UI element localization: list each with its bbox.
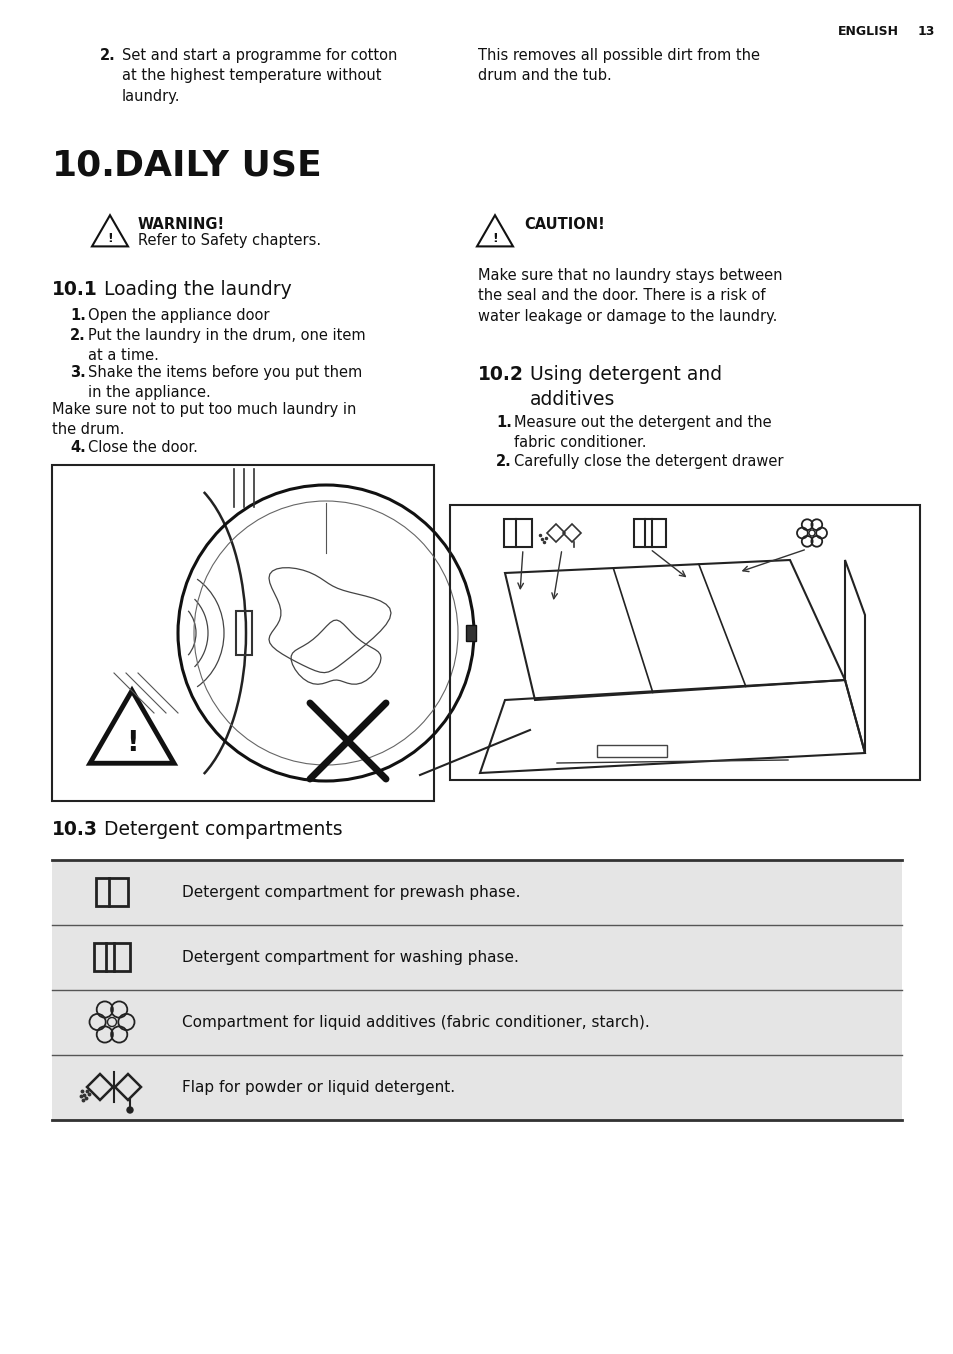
Text: WARNING!: WARNING! (138, 217, 225, 232)
Bar (94, 942, 130, 971)
Bar (52, 990, 901, 1055)
Text: CAUTION!: CAUTION! (523, 217, 604, 232)
Text: Detergent compartment for washing phase.: Detergent compartment for washing phase. (182, 951, 518, 965)
Text: 10.3: 10.3 (52, 821, 98, 839)
Text: Detergent compartments: Detergent compartments (104, 821, 342, 839)
Text: Set and start a programme for cotton
at the highest temperature without
laundry.: Set and start a programme for cotton at … (122, 47, 397, 104)
Text: Open the appliance door: Open the appliance door (88, 307, 269, 324)
Bar (503, 519, 532, 547)
Text: Compartment for liquid additives (fabric conditioner, starch).: Compartment for liquid additives (fabric… (182, 1016, 649, 1030)
Text: Measure out the detergent and the
fabric conditioner.: Measure out the detergent and the fabric… (514, 414, 771, 450)
Text: Close the door.: Close the door. (88, 440, 197, 455)
Text: 10.: 10. (52, 148, 115, 181)
Text: Refer to Safety chapters.: Refer to Safety chapters. (138, 233, 321, 248)
Text: 1.: 1. (70, 307, 86, 324)
Text: Put the laundry in the drum, one item
at a time.: Put the laundry in the drum, one item at… (88, 328, 365, 363)
Text: Loading the laundry: Loading the laundry (104, 280, 292, 299)
Text: Make sure that no laundry stays between
the seal and the door. There is a risk o: Make sure that no laundry stays between … (477, 268, 781, 324)
Text: !: ! (492, 232, 497, 245)
Text: 3.: 3. (70, 366, 86, 380)
Text: Using detergent and
additives: Using detergent and additives (530, 366, 721, 409)
Text: 10.1: 10.1 (52, 280, 97, 299)
Text: Flap for powder or liquid detergent.: Flap for powder or liquid detergent. (182, 1080, 455, 1095)
Text: 10.2: 10.2 (477, 366, 523, 385)
Text: 2.: 2. (100, 47, 115, 64)
Text: Make sure not to put too much laundry in
the drum.: Make sure not to put too much laundry in… (52, 402, 356, 437)
Text: 2.: 2. (496, 454, 511, 468)
Bar (52, 925, 901, 990)
Text: !: ! (126, 728, 138, 757)
Bar (450, 505, 919, 780)
Text: DAILY USE: DAILY USE (113, 148, 321, 181)
Bar (52, 1055, 901, 1120)
Text: Carefully close the detergent drawer: Carefully close the detergent drawer (514, 454, 782, 468)
Polygon shape (90, 691, 173, 764)
Text: !: ! (107, 232, 112, 245)
Bar (597, 745, 666, 757)
Text: 2.: 2. (70, 328, 86, 343)
Bar (52, 464, 434, 802)
Bar (465, 626, 476, 640)
Bar (634, 519, 665, 547)
Bar (235, 611, 252, 655)
Text: This removes all possible dirt from the
drum and the tub.: This removes all possible dirt from the … (477, 47, 760, 84)
Bar (96, 877, 128, 906)
Text: Shake the items before you put them
in the appliance.: Shake the items before you put them in t… (88, 366, 362, 399)
Text: 1.: 1. (496, 414, 512, 431)
Circle shape (127, 1108, 132, 1113)
Text: ENGLISH: ENGLISH (837, 24, 898, 38)
Text: 4.: 4. (70, 440, 86, 455)
Text: Detergent compartment for prewash phase.: Detergent compartment for prewash phase. (182, 886, 520, 900)
Bar (52, 860, 901, 925)
Text: 13: 13 (917, 24, 934, 38)
